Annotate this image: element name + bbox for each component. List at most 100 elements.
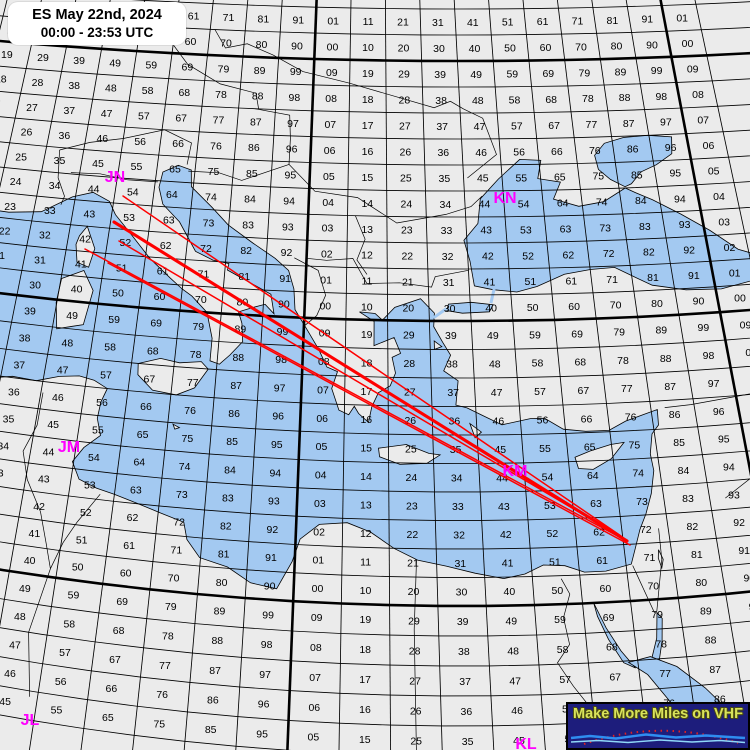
grid-square-label: 77: [159, 660, 171, 672]
border-line: [632, 565, 655, 614]
grid-parallel: [0, 486, 750, 521]
grid-square-label: 41: [484, 277, 496, 289]
grid-square-label: 14: [360, 471, 372, 483]
grid-square-label: 53: [123, 212, 135, 224]
grid-square-label: 96: [286, 144, 298, 156]
grid-square-label: 93: [282, 221, 294, 233]
grid-square-label: 81: [258, 13, 270, 25]
grid-square-label: 48: [489, 358, 501, 370]
horizon-wave: [570, 733, 746, 740]
grid-square-label: 82: [240, 245, 252, 257]
grid-square-label: 08: [310, 642, 322, 654]
grid-square-label: 45: [92, 158, 104, 170]
grid-square-label: 20: [402, 302, 414, 314]
grid-square-label: 61: [188, 11, 200, 23]
grid-square-label: 66: [581, 413, 593, 425]
grid-square-label: 39: [434, 69, 446, 81]
grid-square-label: 68: [606, 642, 618, 654]
grid-square-label: 44: [88, 183, 100, 195]
grid-square-label: 90: [264, 580, 276, 592]
grid-square-label: 99: [277, 326, 289, 338]
grid-square-label: 04: [713, 191, 725, 203]
grid-parallel: [0, 267, 750, 296]
grid-square-label: 17: [0, 98, 1, 110]
grid-square-label: 45: [513, 735, 525, 747]
grid-square-label: 32: [442, 251, 454, 263]
grid-meridian: [384, 0, 392, 750]
es-propagation-path: [107, 262, 631, 546]
grid-parallel: [131, 0, 750, 10]
grid-square-label: 94: [283, 195, 295, 207]
grid-square-label: 65: [169, 164, 181, 176]
grid-square-label: 19: [361, 329, 373, 341]
grid-meridian: [132, 0, 214, 750]
grid-square-label: 98: [703, 350, 715, 362]
grid-parallel: [0, 65, 750, 88]
mmmonvhf-banner[interactable]: Make More Miles on VHF: [566, 702, 750, 750]
grid-square-label: 99: [290, 66, 302, 78]
es-paths: [84, 195, 631, 546]
grid-square-label: 31: [443, 277, 455, 289]
grid-square-label: 97: [708, 378, 720, 390]
grid-square-label: 89: [655, 325, 667, 337]
grid-square-label: 71: [572, 16, 584, 28]
grid-parallel: [0, 166, 750, 192]
grid-square-label: 10: [362, 42, 374, 54]
grid-square-label: 89: [700, 605, 712, 617]
grid-square-label: 01: [729, 267, 741, 279]
grid-square-label: 84: [224, 464, 236, 476]
grid-square-label: 25: [15, 151, 27, 163]
grid-meridian: [659, 0, 750, 477]
grid-square-label: 20: [398, 43, 410, 55]
grid-square-label: 17: [361, 386, 373, 398]
grid-square-label: 01: [327, 15, 339, 27]
grid-square-label: 15: [362, 172, 374, 184]
grid-square-label: 99: [698, 322, 710, 334]
sea-shape: [593, 602, 636, 669]
border-line: [50, 493, 101, 569]
grid-square-label: 95: [718, 434, 730, 446]
grid-square-label: 72: [200, 243, 212, 255]
grid-square-label: 00: [734, 293, 746, 305]
grid-square-label: 66: [106, 683, 118, 695]
grid-square-label: 97: [259, 669, 271, 681]
grid-meridian: [0, 0, 111, 627]
grid-square-label: 15: [360, 443, 372, 455]
grid-square-label: 25: [410, 735, 422, 747]
grid-square-label: 59: [68, 590, 80, 602]
grid-square-label: 51: [76, 534, 88, 546]
grid-square-label: 03: [322, 223, 334, 235]
grid-square-label: 68: [178, 87, 190, 99]
grid-square-label: 61: [596, 555, 608, 567]
grid-square-label: 56: [55, 676, 67, 688]
grid-square-label: 53: [84, 479, 96, 491]
grid-square-label: 60: [185, 36, 197, 48]
grid-square-label: 00: [312, 583, 324, 595]
grid-square-label: 51: [502, 17, 514, 29]
grid-square-label: 60: [540, 42, 552, 54]
grid-square-label: 87: [709, 664, 721, 676]
grid-square-label: 65: [554, 172, 566, 184]
grid-square-label: 69: [603, 612, 615, 624]
grid-square-label: 23: [406, 501, 418, 513]
grid-parallel: [0, 627, 750, 667]
grid-square-label: 70: [575, 42, 587, 54]
grid-square-label: 61: [565, 275, 577, 287]
grid-square-label: 38: [19, 332, 31, 344]
grid-square-label: 88: [705, 635, 717, 647]
sea-shape: [463, 158, 750, 293]
grid-square-label: 74: [632, 468, 644, 480]
sea-channel: [432, 307, 448, 320]
grid-square-label: 59: [108, 314, 120, 326]
grid-square-label: 16: [360, 414, 372, 426]
grid-square-label: 35: [462, 736, 474, 748]
grid-square-label: 47: [101, 108, 113, 120]
grid-square-label: 05: [308, 732, 320, 744]
grid-square-label: 86: [669, 409, 681, 421]
grid-square-label: 57: [559, 674, 571, 686]
field-label: JL: [21, 712, 40, 729]
grid-meridian: [591, 0, 701, 750]
grid-meridian: [286, 0, 318, 750]
grid-square-label: 79: [165, 601, 177, 613]
grid-square-label: 55: [51, 705, 63, 717]
